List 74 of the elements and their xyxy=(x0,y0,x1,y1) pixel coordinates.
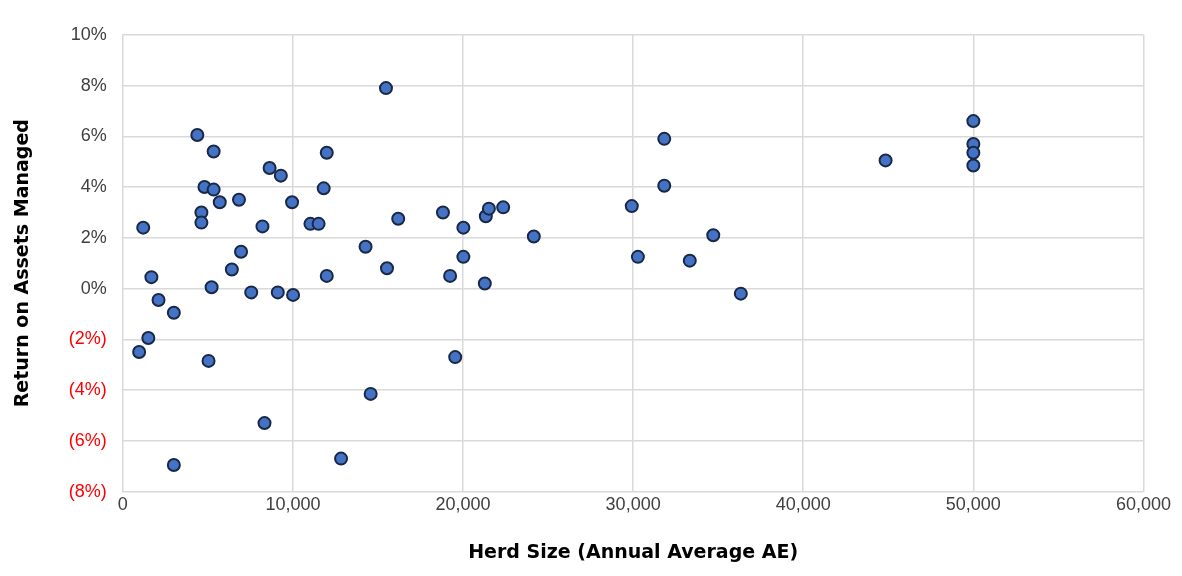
y-tick-label: 2% xyxy=(80,226,107,247)
x-tick-label: 20,000 xyxy=(435,494,491,515)
point xyxy=(379,261,394,276)
point xyxy=(657,178,672,193)
point xyxy=(234,244,249,259)
point xyxy=(496,200,511,215)
point xyxy=(206,182,221,197)
point xyxy=(378,81,393,96)
point xyxy=(477,276,492,291)
point xyxy=(270,285,285,300)
point xyxy=(624,199,639,214)
point xyxy=(657,131,672,146)
point xyxy=(966,158,981,173)
point xyxy=(201,353,216,368)
point xyxy=(286,287,301,302)
x-tick-label: 50,000 xyxy=(945,494,1001,515)
point xyxy=(358,239,373,254)
point xyxy=(363,386,378,401)
point xyxy=(190,128,205,143)
x-tick-label: 60,000 xyxy=(1115,494,1171,515)
y-tick-label: 4% xyxy=(80,176,107,197)
point xyxy=(311,216,326,231)
point xyxy=(285,195,300,210)
point xyxy=(257,416,272,431)
y-tick-label: 10% xyxy=(70,23,107,44)
point xyxy=(878,153,893,168)
x-tick-label: 40,000 xyxy=(775,494,831,515)
point xyxy=(391,211,406,226)
y-tick-label: 0% xyxy=(80,277,107,298)
point xyxy=(136,220,151,235)
point xyxy=(435,205,450,220)
point xyxy=(132,345,147,360)
point xyxy=(319,268,334,283)
point xyxy=(166,305,181,320)
x-tick-label: 30,000 xyxy=(605,494,661,515)
point xyxy=(456,220,471,235)
point xyxy=(244,285,259,300)
point xyxy=(526,229,541,244)
point xyxy=(334,451,349,466)
point xyxy=(204,280,219,295)
point xyxy=(966,145,981,160)
y-axis-title: Return on Assets Managed xyxy=(10,119,33,408)
y-tick-label: (4%) xyxy=(68,379,107,400)
x-tick-label: 0 xyxy=(117,494,128,515)
x-axis-title: Herd Size (Annual Average AE) xyxy=(468,539,799,562)
point xyxy=(481,201,496,216)
y-tick-label: (2%) xyxy=(68,328,107,349)
point xyxy=(206,144,221,159)
point xyxy=(966,114,981,129)
point xyxy=(262,161,277,176)
point xyxy=(231,192,246,207)
point xyxy=(151,293,166,307)
point xyxy=(194,215,209,230)
y-tick-label: 6% xyxy=(80,125,107,146)
y-tick-label: (8%) xyxy=(68,480,107,501)
point xyxy=(144,270,159,285)
point xyxy=(682,253,697,268)
point xyxy=(273,168,288,183)
point xyxy=(456,249,471,264)
point xyxy=(733,286,748,301)
point xyxy=(443,268,458,283)
point xyxy=(630,249,645,264)
point xyxy=(166,457,181,472)
point xyxy=(255,219,270,234)
point xyxy=(706,228,721,243)
point xyxy=(448,350,463,365)
point xyxy=(212,195,227,210)
point xyxy=(224,262,239,277)
point xyxy=(319,145,334,160)
point xyxy=(141,331,156,346)
point xyxy=(316,181,331,196)
x-tick-label: 10,000 xyxy=(265,494,321,515)
y-tick-label: 8% xyxy=(80,74,107,95)
y-tick-label: (6%) xyxy=(68,429,107,450)
